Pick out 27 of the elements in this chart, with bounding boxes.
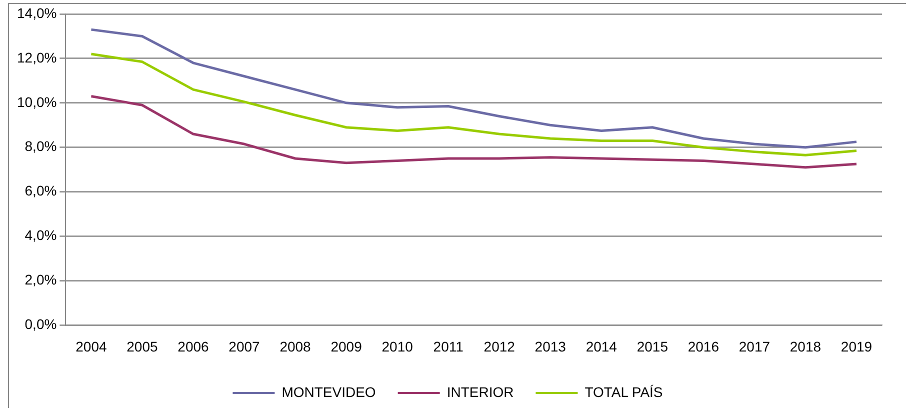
x-tick-label: 2008 — [280, 338, 312, 354]
y-tick-label: 12,0% — [16, 49, 57, 66]
y-tick-label: 8,0% — [24, 138, 57, 154]
x-tick-label: 2012 — [484, 338, 516, 354]
x-tick-label: 2013 — [534, 338, 566, 354]
y-tick-label: 2,0% — [24, 272, 57, 288]
x-tick-label: 2011 — [433, 338, 464, 354]
x-tick-label: 2005 — [126, 338, 158, 354]
x-tick-label: 2019 — [840, 338, 872, 354]
y-tick-label: 0,0% — [24, 316, 57, 332]
x-tick-label: 2014 — [586, 338, 618, 354]
y-tick-label: 14,0% — [16, 4, 57, 21]
x-tick-label: 2016 — [688, 338, 720, 354]
y-tick-label: 4,0% — [24, 227, 57, 244]
legend-label: INTERIOR — [446, 384, 514, 400]
legend-label: TOTAL PAÍS — [584, 384, 663, 400]
x-tick-label: 2006 — [178, 338, 210, 354]
y-tick-label: 10,0% — [16, 94, 57, 110]
x-tick-label: 2015 — [636, 338, 668, 354]
y-tick-label: 6,0% — [24, 182, 57, 199]
x-tick-label: 2007 — [228, 338, 260, 354]
x-tick-label: 2004 — [76, 338, 107, 354]
x-tick-label: 2010 — [382, 338, 414, 354]
x-tick-label: 2017 — [738, 338, 770, 354]
x-tick-label: 2009 — [330, 338, 362, 354]
legend-label: MONTEVIDEO — [282, 384, 376, 400]
x-tick-label: 2018 — [790, 338, 822, 354]
